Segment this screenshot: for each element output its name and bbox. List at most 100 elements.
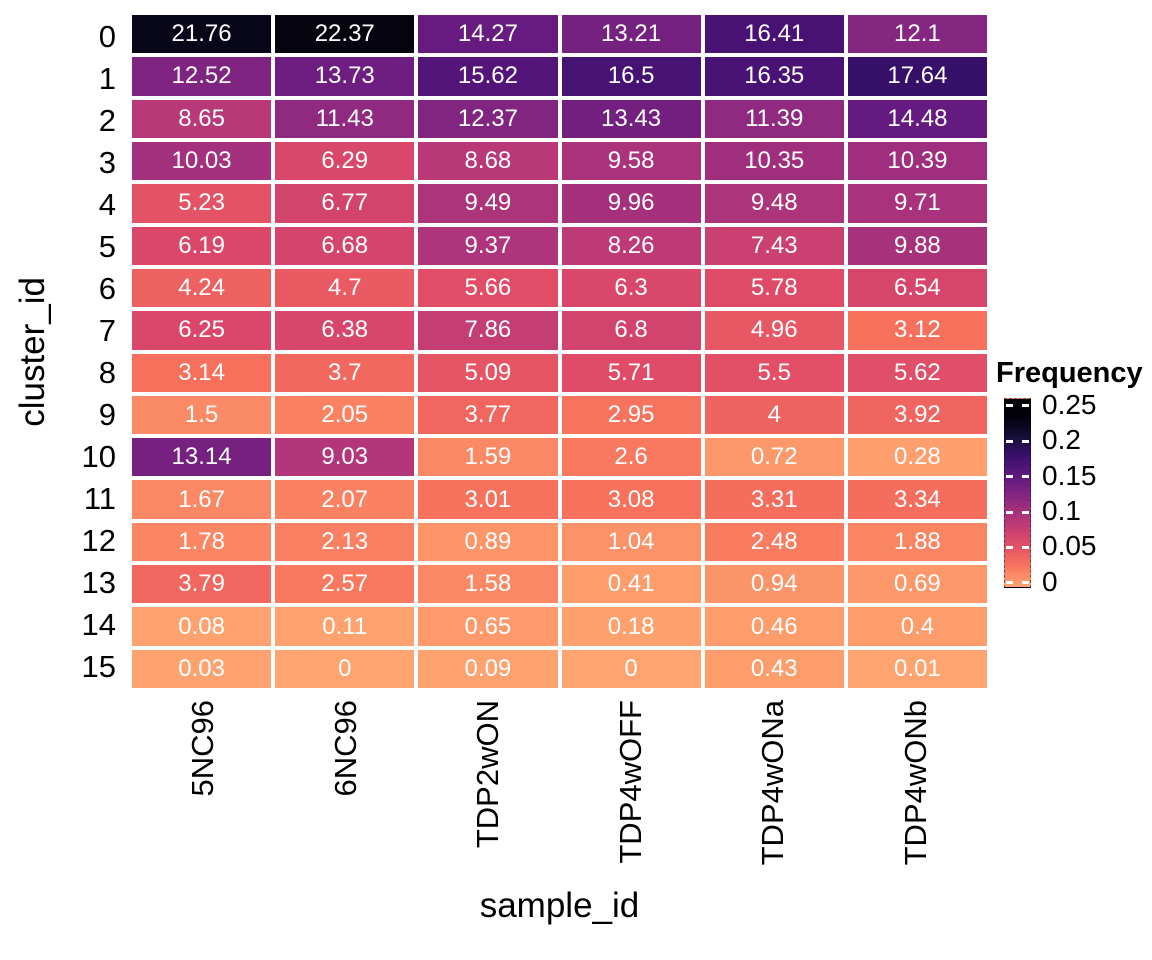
heatmap-cell-r1-c4: 16.35 — [704, 57, 844, 96]
heatmap-cell-r6-c1: 4.7 — [275, 268, 415, 308]
heatmap-cell-r1-c3: 16.5 — [561, 57, 701, 96]
heatmap-cell-r11-c4: 3.31 — [704, 480, 844, 519]
heatmap-cell-r10-c3: 2.6 — [561, 438, 701, 477]
heatmap-cell-r0-c4: 16.41 — [704, 15, 844, 54]
heatmap-cell-r13-c2: 1.58 — [418, 565, 558, 604]
x-tick-label-text: 5NC96 — [185, 700, 221, 797]
heatmap-cell-r6-c5: 6.54 — [847, 268, 987, 308]
heatmap-cell-r12-c4: 2.48 — [704, 522, 844, 562]
heatmap-cell-r4-c3: 9.96 — [561, 184, 701, 223]
legend-colorbar-wrap: 0.25 0.2 0.15 0.1 0.05 0 — [996, 389, 1152, 601]
legend-tick-mark — [1006, 510, 1013, 514]
heatmap-cell-r14-c5: 0.4 — [847, 607, 987, 646]
heatmap-cell-r15-c3: 0 — [561, 649, 701, 688]
heatmap-cell-r12-c3: 1.04 — [561, 522, 701, 562]
heatmap-cell-r13-c3: 0.41 — [561, 565, 701, 604]
heatmap-cell-r15-c5: 0.01 — [847, 649, 987, 688]
heatmap-panel: 21.76 22.37 14.27 13.21 16.41 12.1 12.52 13.73 1… — [132, 15, 987, 688]
x-tick-label-text: TDP4wONa — [755, 700, 791, 866]
heatmap-cell-r10-c2: 1.59 — [418, 438, 558, 477]
heatmap-cell-r0-c3: 13.21 — [561, 15, 701, 54]
heatmap-cell-r8-c3: 5.71 — [561, 353, 701, 392]
y-tick-label-15: 15 — [81, 649, 116, 685]
heatmap-cell-r1-c5: 17.64 — [847, 57, 987, 96]
legend-tick-mark — [1022, 510, 1029, 514]
x-tick-label-text: TDP4wONb — [897, 700, 933, 866]
heatmap-cell-r6-c2: 5.66 — [418, 268, 558, 308]
heatmap-cell-r11-c1: 2.07 — [275, 480, 415, 519]
heatmap-cell-r9-c4: 4 — [704, 395, 844, 435]
heatmap-cell-r15-c4: 0.43 — [704, 649, 844, 688]
heatmap-cell-r12-c0: 1.78 — [132, 522, 272, 562]
heatmap-cell-r4-c2: 9.49 — [418, 184, 558, 223]
heatmap-cell-r7-c5: 3.12 — [847, 311, 987, 350]
heatmap-cell-r7-c0: 6.25 — [132, 311, 272, 350]
heatmap-cell-r9-c3: 2.95 — [561, 395, 701, 435]
y-tick-label-6: 6 — [98, 270, 116, 306]
heatmap-cell-r14-c4: 0.46 — [704, 607, 844, 646]
legend-tick-label-0.15: 0.15 — [1042, 459, 1097, 491]
y-tick-label-11: 11 — [83, 481, 116, 517]
legend: Frequency 0.25 0.2 0.15 0.1 0.05 0 — [996, 357, 1152, 601]
legend-tick-mark — [1006, 475, 1013, 479]
heatmap-cell-r12-c1: 2.13 — [275, 522, 415, 562]
heatmap-cell-r0-c1: 22.37 — [275, 15, 415, 54]
heatmap-cell-r5-c2: 9.37 — [418, 226, 558, 265]
y-tick-label-3: 3 — [98, 144, 116, 180]
heatmap-cell-r8-c0: 3.14 — [132, 353, 272, 392]
heatmap-cell-r2-c3: 13.43 — [561, 99, 701, 138]
legend-tick-mark — [1006, 581, 1013, 585]
heatmap-cell-r0-c5: 12.1 — [847, 15, 987, 54]
heatmap-cell-r2-c2: 12.37 — [418, 99, 558, 138]
y-tick-label-9: 9 — [98, 397, 116, 433]
heatmap-cell-r7-c3: 6.8 — [561, 311, 701, 350]
heatmap-cell-r8-c2: 5.09 — [418, 353, 558, 392]
x-tick-label-text: TDP4wOFF — [612, 700, 648, 864]
heatmap-cell-r5-c5: 9.88 — [847, 226, 987, 265]
y-tick-label-8: 8 — [98, 355, 116, 391]
heatmap-cell-r0-c0: 21.76 — [132, 15, 272, 54]
x-tick-label-text: 6NC96 — [327, 700, 363, 797]
heatmap-cell-r11-c2: 3.01 — [418, 480, 558, 519]
heatmap-cell-r8-c1: 3.7 — [275, 353, 415, 392]
heatmap-cell-r3-c3: 9.58 — [561, 141, 701, 181]
x-axis-tick-labels: 5NC96 6NC96 TDP2wON TDP4wOFF TDP4wONa TDP4wON… — [132, 700, 987, 886]
legend-tick-label-0.05: 0.05 — [1042, 530, 1097, 562]
heatmap-cell-r6-c0: 4.24 — [132, 268, 272, 308]
heatmap-cell-r15-c1: 0 — [275, 649, 415, 688]
legend-tick-mark — [1022, 545, 1029, 549]
heatmap-cell-r5-c4: 7.43 — [704, 226, 844, 265]
x-axis-title: sample_id — [479, 886, 640, 925]
heatmap-cell-r10-c0: 13.14 — [132, 438, 272, 477]
x-tick-label-TDP4wONa: TDP4wONa — [702, 700, 845, 886]
heatmap-cell-r5-c0: 6.19 — [132, 226, 272, 265]
heatmap-cell-r13-c4: 0.94 — [704, 565, 844, 604]
heatmap-cell-r9-c5: 3.92 — [847, 395, 987, 435]
heatmap-cell-r3-c4: 10.35 — [704, 141, 844, 181]
y-tick-label-2: 2 — [98, 102, 116, 138]
heatmap-cell-r5-c1: 6.68 — [275, 226, 415, 265]
y-tick-label-7: 7 — [98, 312, 116, 348]
legend-tick-mark — [1022, 439, 1029, 443]
heatmap-cell-r2-c1: 11.43 — [275, 99, 415, 138]
legend-tick-label-0.2: 0.2 — [1042, 424, 1081, 456]
heatmap-cell-r1-c1: 13.73 — [275, 57, 415, 96]
legend-title: Frequency — [996, 357, 1143, 389]
heatmap-cell-r1-c2: 15.62 — [418, 57, 558, 96]
heatmap-cell-r11-c5: 3.34 — [847, 480, 987, 519]
heatmap-cell-r15-c0: 0.03 — [132, 649, 272, 688]
heatmap-cell-r7-c1: 6.38 — [275, 311, 415, 350]
heatmap-cell-r11-c0: 1.67 — [132, 480, 272, 519]
heatmap-cell-r14-c2: 0.65 — [418, 607, 558, 646]
x-tick-label-6NC96: 6NC96 — [275, 700, 418, 886]
heatmap-cell-r7-c4: 4.96 — [704, 311, 844, 350]
y-tick-label-10: 10 — [81, 439, 116, 475]
legend-tick-mark — [1006, 439, 1013, 443]
heatmap-cell-r10-c5: 0.28 — [847, 438, 987, 477]
heatmap-cell-r13-c0: 3.79 — [132, 565, 272, 604]
y-tick-label-13: 13 — [81, 565, 116, 601]
legend-tick-mark — [1022, 581, 1029, 585]
heatmap-cell-r12-c2: 0.89 — [418, 522, 558, 562]
y-tick-label-12: 12 — [81, 523, 116, 559]
heatmap-cell-r8-c5: 5.62 — [847, 353, 987, 392]
